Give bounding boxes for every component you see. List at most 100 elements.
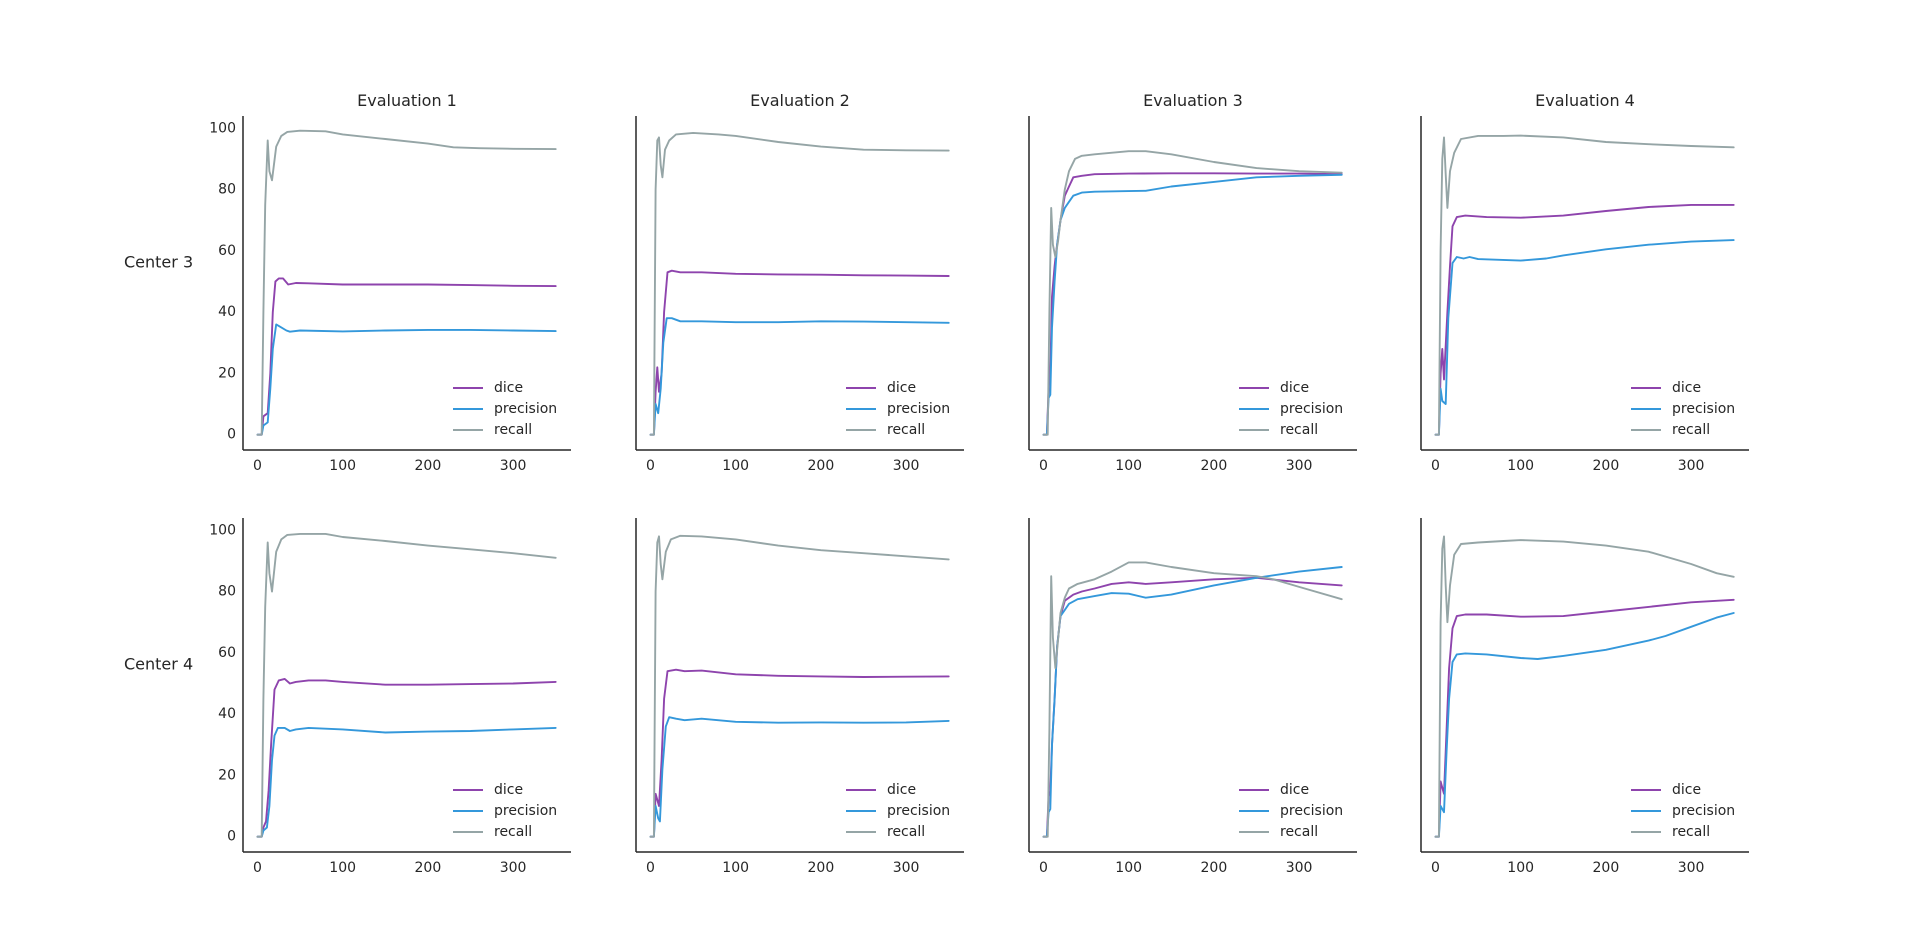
legend-label: dice [1672, 380, 1701, 396]
panel: 0 100 200 300 dice precision recall [1028, 518, 1357, 876]
legend-label: recall [494, 824, 532, 840]
series-line-precision [256, 323, 557, 436]
legend-label: recall [887, 422, 925, 438]
x-tick-label: 100 [1115, 458, 1142, 474]
series-line-precision [1042, 173, 1343, 436]
x-tick-label: 200 [1201, 860, 1228, 876]
y-tick-label: 80 [218, 584, 236, 600]
x-tick-label: 300 [893, 458, 920, 474]
y-tick-label: 0 [227, 427, 236, 443]
legend-label: recall [887, 824, 925, 840]
x-tick-label: 200 [1593, 458, 1620, 474]
x-tick-label: 0 [646, 458, 655, 474]
x-tick-label: 300 [1678, 860, 1705, 876]
x-tick-label: 0 [1431, 458, 1440, 474]
x-tick-label: 200 [808, 860, 835, 876]
legend-label: precision [1672, 803, 1735, 819]
legend-label: precision [1280, 401, 1343, 417]
x-tick-label: 100 [329, 860, 356, 876]
y-tick-label: 60 [218, 243, 236, 259]
series-line-dice [1434, 598, 1735, 838]
legend-label: precision [494, 803, 557, 819]
series-line-precision [1434, 239, 1735, 436]
x-tick-label: 100 [722, 860, 749, 876]
series-line-dice [256, 277, 557, 436]
series-line-dice [649, 269, 950, 436]
legend-label: dice [1280, 380, 1309, 396]
column-title: Evaluation 1 [357, 91, 457, 110]
series-line-recall [256, 129, 557, 436]
series-line-recall [649, 534, 950, 838]
y-tick-label: 40 [218, 706, 236, 722]
legend-label: dice [887, 380, 916, 396]
x-tick-label: 300 [893, 860, 920, 876]
legend-label: precision [887, 401, 950, 417]
series-line-dice [256, 677, 557, 838]
y-tick-label: 20 [218, 365, 236, 381]
legend-label: precision [1280, 803, 1343, 819]
x-tick-label: 300 [1286, 860, 1313, 876]
x-tick-label: 300 [1678, 458, 1705, 474]
x-tick-label: 100 [1507, 458, 1534, 474]
series-line-recall [1042, 150, 1343, 436]
panel: 0 100 200 300 dice precision recall [635, 518, 964, 876]
row-label: Center 4 [124, 654, 193, 673]
x-tick-label: 100 [722, 458, 749, 474]
x-tick-label: 300 [500, 458, 527, 474]
legend-label: precision [1672, 401, 1735, 417]
series-line-precision [1434, 612, 1735, 838]
y-tick-label: 80 [218, 182, 236, 198]
column-title: Evaluation 2 [750, 91, 850, 110]
panel: 0 100 200 300 dice precision recall [1420, 116, 1749, 474]
panel: 0 100 200 300 dice precision recall [635, 116, 964, 474]
x-tick-label: 300 [1286, 458, 1313, 474]
x-tick-label: 0 [1039, 458, 1048, 474]
legend-label: recall [1280, 824, 1318, 840]
x-tick-label: 300 [500, 860, 527, 876]
x-tick-label: 200 [1201, 458, 1228, 474]
series-line-precision [649, 317, 950, 436]
y-tick-label: 100 [209, 522, 236, 538]
y-tick-label: 20 [218, 767, 236, 783]
column-title: Evaluation 4 [1535, 91, 1635, 110]
y-tick-label: 60 [218, 645, 236, 661]
x-tick-label: 0 [253, 458, 262, 474]
panel: 0 100 200 300 0 20 40 60 80 100 dice precision recal… [209, 116, 571, 474]
panel: 0 100 200 300 dice precision recall [1028, 116, 1357, 474]
x-tick-label: 100 [329, 458, 356, 474]
series-line-recall [1434, 134, 1735, 436]
series-line-recall [1042, 561, 1343, 838]
series-line-dice [1434, 203, 1735, 436]
series-line-recall [649, 131, 950, 436]
x-tick-label: 0 [646, 860, 655, 876]
column-title: Evaluation 3 [1143, 91, 1243, 110]
x-tick-label: 200 [415, 860, 442, 876]
panel: 0 100 200 300 0 20 40 60 80 100 dice precision recal… [209, 518, 571, 876]
series-line-recall [256, 532, 557, 838]
x-tick-label: 0 [1039, 860, 1048, 876]
legend-label: recall [1672, 824, 1710, 840]
x-tick-label: 100 [1115, 860, 1142, 876]
y-tick-label: 40 [218, 304, 236, 320]
y-tick-label: 0 [227, 829, 236, 845]
series-line-recall [1434, 535, 1735, 838]
x-tick-label: 0 [253, 860, 262, 876]
legend-label: precision [494, 401, 557, 417]
series-line-precision [649, 716, 950, 838]
x-tick-label: 100 [1507, 860, 1534, 876]
legend-label: precision [887, 803, 950, 819]
x-tick-label: 200 [415, 458, 442, 474]
legend-label: recall [494, 422, 532, 438]
x-tick-label: 200 [1593, 860, 1620, 876]
legend-label: dice [494, 782, 523, 798]
legend-label: dice [887, 782, 916, 798]
legend-label: dice [1280, 782, 1309, 798]
legend-label: recall [1280, 422, 1318, 438]
y-tick-label: 100 [209, 120, 236, 136]
x-tick-label: 0 [1431, 860, 1440, 876]
legend-label: dice [494, 380, 523, 396]
legend-label: recall [1672, 422, 1710, 438]
legend-label: dice [1672, 782, 1701, 798]
series-line-precision [256, 726, 557, 838]
